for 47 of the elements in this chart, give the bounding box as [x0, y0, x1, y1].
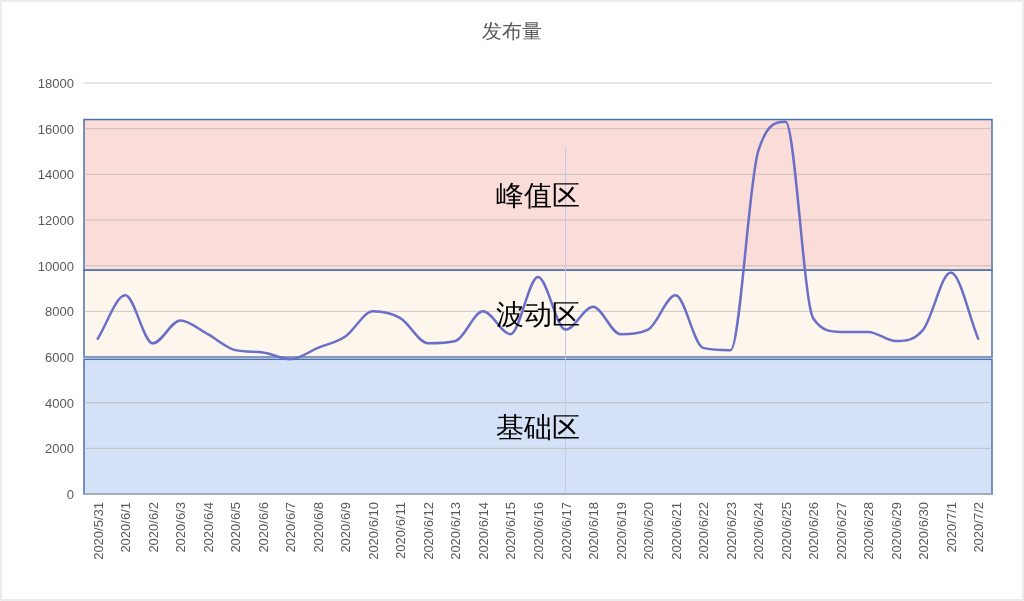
y-tick-label: 4000	[45, 395, 74, 411]
x-tick-label: 2020/6/7	[283, 502, 299, 553]
x-tick-label: 2020/6/17	[558, 502, 574, 560]
y-tick-label: 16000	[37, 121, 74, 137]
x-tick-label: 2020/6/15	[503, 502, 519, 560]
y-tick-label: 10000	[37, 258, 74, 274]
x-tick-label: 2020/6/26	[806, 502, 822, 560]
x-tick-label: 2020/6/25	[778, 502, 794, 560]
x-tick-label: 2020/6/28	[861, 502, 877, 560]
x-tick-label: 2020/6/9	[338, 502, 354, 553]
x-tick-label: 2020/6/20	[641, 502, 657, 560]
x-tick-label: 2020/6/5	[228, 502, 244, 553]
y-tick-label: 12000	[37, 213, 74, 228]
y-tick-label: 2000	[45, 441, 74, 457]
x-tick-label: 2020/6/10	[365, 502, 381, 560]
x-tick-label: 2020/6/6	[255, 502, 271, 553]
y-tick-label: 18000	[37, 76, 74, 91]
x-tick-label: 2020/6/24	[751, 502, 767, 560]
x-tick-label: 2020/7/2	[971, 502, 987, 553]
x-tick-label: 2020/6/30	[916, 502, 932, 560]
x-tick-label: 2020/6/16	[531, 502, 546, 560]
x-tick-label: 2020/7/1	[943, 502, 959, 553]
x-tick-label: 2020/6/4	[200, 502, 216, 553]
band-label: 峰值区	[496, 179, 580, 211]
x-tick-label: 2020/6/18	[586, 502, 602, 560]
line-series	[96, 120, 980, 361]
x-tick-label: 2020/6/11	[393, 502, 409, 559]
y-tick-label: 6000	[45, 350, 74, 365]
y-tick-label: 14000	[37, 167, 74, 183]
chart-title: 发布量	[482, 20, 542, 42]
x-tick-label: 2020/6/2	[145, 502, 161, 553]
x-tick-label: 2020/6/3	[173, 502, 189, 553]
x-tick-label: 2020/6/19	[613, 502, 629, 560]
band-label: 基础区	[496, 411, 580, 443]
y-tick-label: 8000	[45, 304, 74, 320]
x-tick-label: 2020/6/22	[696, 502, 712, 560]
x-tick-label: 2020/6/1	[118, 502, 134, 553]
x-tick-label: 2020/6/14	[475, 502, 491, 560]
x-tick-label: 2020/5/31	[90, 502, 106, 560]
x-tick-label: 2020/6/8	[310, 502, 326, 553]
x-tick-label: 2020/6/21	[668, 502, 684, 560]
x-tick-label: 2020/6/12	[420, 502, 436, 560]
x-tick-label: 2020/6/27	[833, 502, 849, 560]
x-tick-label: 2020/6/23	[723, 502, 739, 560]
y-tick-label: 0	[66, 487, 74, 502]
x-tick-label: 2020/6/29	[888, 502, 904, 560]
x-tick-label: 2020/6/13	[448, 502, 464, 560]
